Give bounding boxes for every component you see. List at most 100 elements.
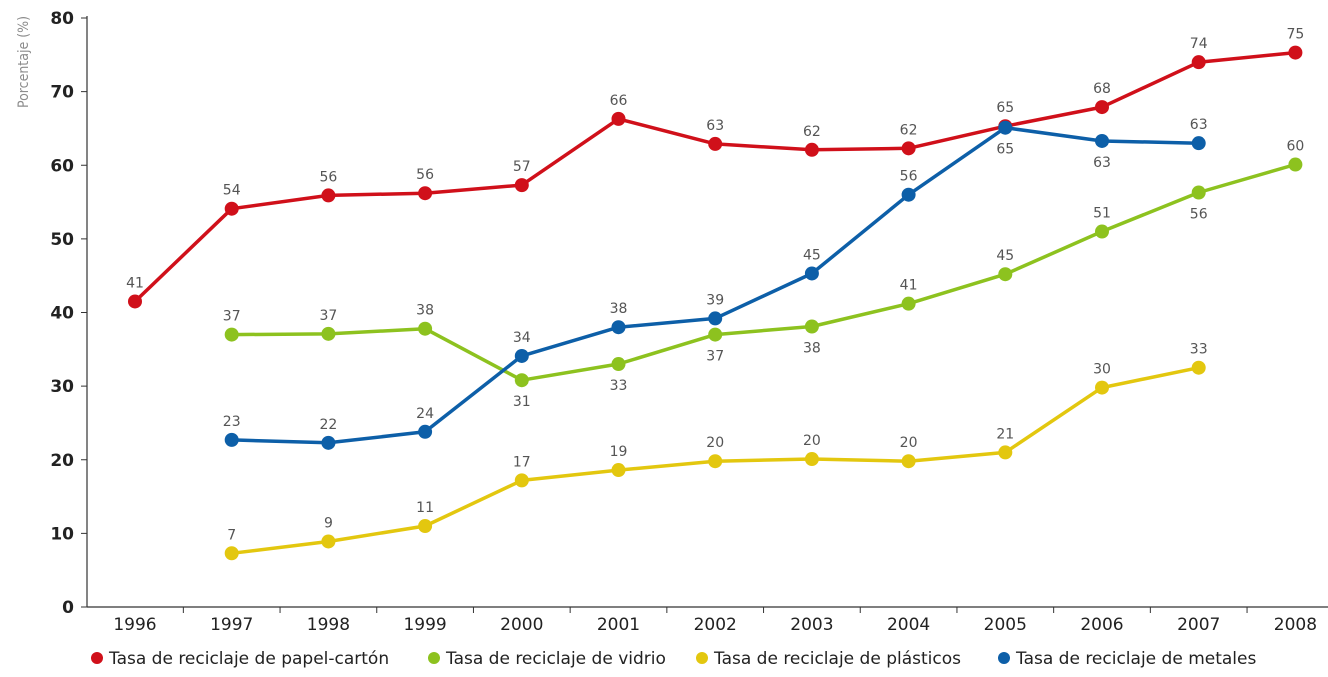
data-point-plasticos[interactable] — [224, 546, 239, 561]
data-point-papel[interactable] — [1191, 55, 1206, 70]
data-label-papel: 56 — [416, 167, 434, 183]
data-label-plasticos: 17 — [513, 454, 531, 470]
data-point-metales[interactable] — [321, 435, 336, 450]
data-point-vidrio[interactable] — [708, 327, 723, 342]
data-label-metales: 45 — [803, 247, 821, 263]
data-point-vidrio[interactable] — [998, 267, 1013, 282]
series-line-papel — [133, 50, 1298, 304]
data-point-papel[interactable] — [128, 294, 142, 309]
data-point-papel[interactable] — [514, 178, 529, 193]
data-point-plasticos[interactable] — [708, 454, 723, 469]
data-label-papel: 54 — [223, 183, 241, 199]
data-point-metales[interactable] — [418, 424, 433, 439]
series-line-metales — [229, 125, 1201, 445]
data-label-metales: 22 — [319, 417, 337, 433]
y-tick-label: 50 — [50, 230, 74, 250]
legend-item-metales: Tasa de reciclaje de metales — [998, 649, 1256, 669]
data-point-metales[interactable] — [611, 320, 626, 335]
x-tick-label: 1998 — [307, 615, 350, 635]
data-label-papel: 56 — [319, 169, 337, 185]
data-point-metales[interactable] — [514, 348, 529, 363]
data-label-vidrio: 33 — [610, 378, 628, 394]
data-point-papel[interactable] — [804, 142, 819, 157]
series-line-vidrio — [229, 162, 1298, 382]
legend-item-vidrio: Tasa de reciclaje de vidrio — [428, 649, 666, 669]
x-tick-label: 2006 — [1080, 615, 1123, 635]
data-point-papel[interactable] — [418, 186, 433, 201]
data-label-plasticos: 33 — [1190, 342, 1208, 358]
data-point-plasticos[interactable] — [1095, 380, 1109, 395]
data-label-metales: 39 — [706, 292, 724, 308]
y-tick-label: 60 — [50, 156, 74, 176]
data-point-plasticos[interactable] — [418, 519, 433, 534]
x-tick-label: 2005 — [984, 615, 1027, 635]
data-label-metales: 38 — [610, 301, 628, 317]
y-tick-label: 10 — [50, 524, 74, 544]
data-label-plasticos: 7 — [227, 527, 236, 543]
legend: Tasa de reciclaje de papel-cartón Tasa de… — [91, 649, 1256, 669]
data-point-plasticos[interactable] — [321, 534, 336, 549]
data-label-metales: 34 — [513, 330, 531, 346]
x-tick-label: 2007 — [1177, 615, 1220, 635]
data-point-metales[interactable] — [901, 187, 916, 202]
data-point-papel[interactable] — [611, 111, 626, 126]
data-point-metales[interactable] — [224, 432, 239, 447]
data-point-metales[interactable] — [1191, 136, 1206, 151]
data-point-papel[interactable] — [1288, 45, 1303, 60]
data-point-vidrio[interactable] — [1288, 157, 1303, 172]
data-point-metales[interactable] — [708, 311, 723, 326]
data-point-plasticos[interactable] — [611, 463, 626, 478]
data-label-papel: 62 — [900, 122, 918, 138]
data-point-vidrio[interactable] — [1191, 185, 1206, 200]
data-point-vidrio[interactable] — [418, 321, 433, 336]
data-point-papel[interactable] — [1095, 100, 1109, 115]
data-label-vidrio: 56 — [1190, 206, 1208, 222]
data-point-vidrio[interactable] — [1095, 224, 1109, 239]
data-point-vidrio[interactable] — [804, 319, 819, 334]
x-tick-label: 1999 — [403, 615, 446, 635]
y-axis-label: Porcentaje (%) — [16, 16, 32, 108]
data-point-plasticos[interactable] — [514, 473, 529, 488]
data-point-vidrio[interactable] — [224, 327, 239, 342]
x-tick-label: 2003 — [790, 615, 833, 635]
data-label-papel: 41 — [126, 275, 144, 291]
data-label-papel: 75 — [1286, 27, 1304, 43]
y-tick-label: 0 — [62, 598, 74, 618]
series-vidrio: 37 37 38 31 33 37 38 41 45 51 56 60 — [223, 139, 1305, 411]
data-point-plasticos[interactable] — [998, 445, 1013, 460]
data-point-papel[interactable] — [224, 201, 239, 216]
data-label-vidrio: 37 — [706, 349, 724, 365]
data-point-vidrio[interactable] — [901, 296, 916, 311]
series-papel: 41 54 56 56 57 66 63 62 62 65 68 74 75 — [126, 27, 1304, 309]
data-point-metales[interactable] — [1095, 133, 1109, 148]
data-label-papel: 65 — [996, 100, 1014, 116]
data-label-vidrio: 51 — [1093, 206, 1111, 222]
data-point-plasticos[interactable] — [804, 452, 819, 467]
data-point-papel[interactable] — [901, 141, 916, 156]
data-point-papel[interactable] — [708, 136, 723, 151]
data-label-plasticos: 11 — [416, 500, 434, 516]
data-label-vidrio: 60 — [1286, 139, 1304, 155]
y-tick-label: 30 — [50, 377, 74, 397]
data-point-plasticos[interactable] — [1191, 360, 1206, 375]
data-label-metales: 24 — [416, 406, 434, 422]
x-tick-label: 2002 — [694, 615, 737, 635]
data-label-papel: 63 — [706, 118, 724, 134]
x-tick-label: 1996 — [113, 615, 156, 635]
x-tick-label: 2004 — [887, 615, 930, 635]
data-point-vidrio[interactable] — [514, 373, 529, 388]
data-point-vidrio[interactable] — [611, 357, 626, 372]
data-label-plasticos: 20 — [706, 435, 724, 451]
x-tick-label: 1997 — [210, 615, 253, 635]
data-point-metales[interactable] — [998, 120, 1013, 135]
legend-label-vidrio: Tasa de reciclaje de vidrio — [445, 649, 666, 669]
y-tick-label: 80 — [50, 9, 74, 29]
data-point-papel[interactable] — [321, 188, 336, 203]
data-point-metales[interactable] — [804, 266, 819, 281]
data-point-plasticos[interactable] — [901, 454, 916, 469]
y-tick-label: 70 — [50, 83, 74, 103]
y-tick-label: 20 — [50, 451, 74, 471]
data-label-metales: 63 — [1093, 155, 1111, 171]
data-point-vidrio[interactable] — [321, 326, 336, 341]
